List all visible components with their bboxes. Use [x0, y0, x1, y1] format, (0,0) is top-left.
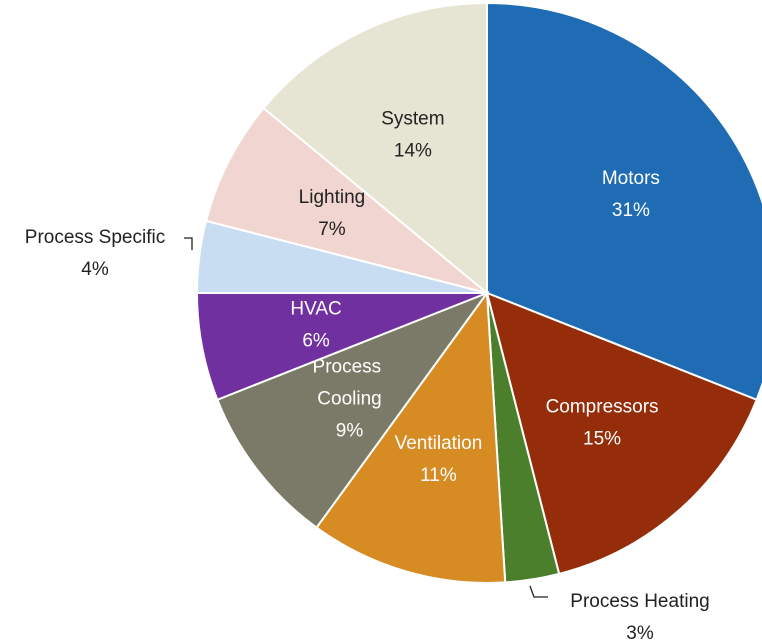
pie-slice	[216, 290, 490, 530]
value-label: 15%	[583, 429, 621, 450]
slice-label: Compressors	[546, 397, 659, 418]
slice-label: Lighting	[299, 187, 366, 208]
slice-label: Process Specific	[25, 227, 165, 248]
slice-label: Motors	[602, 168, 660, 189]
slice-label: HVAC	[290, 299, 341, 320]
slice-label: Process Heating	[570, 591, 709, 612]
value-label: 31%	[612, 200, 650, 221]
pie-slice	[204, 106, 488, 294]
value-label: 14%	[394, 141, 432, 162]
value-label: 4%	[81, 259, 109, 280]
pie-slice	[262, 1, 488, 296]
leader-line	[529, 585, 548, 598]
value-label: 9%	[336, 421, 364, 442]
pie-slice	[315, 290, 507, 584]
pie-slice	[485, 291, 758, 576]
slice-label: Process Cooling	[313, 357, 387, 410]
slice-label: Ventilation	[395, 433, 483, 454]
value-label: 6%	[302, 331, 330, 352]
slice-label: System	[381, 109, 444, 130]
pie-slice	[486, 1, 762, 402]
value-label: 7%	[318, 219, 346, 240]
value-label: 11%	[420, 465, 457, 486]
leader-line	[184, 237, 193, 250]
value-label: 3%	[626, 623, 654, 644]
